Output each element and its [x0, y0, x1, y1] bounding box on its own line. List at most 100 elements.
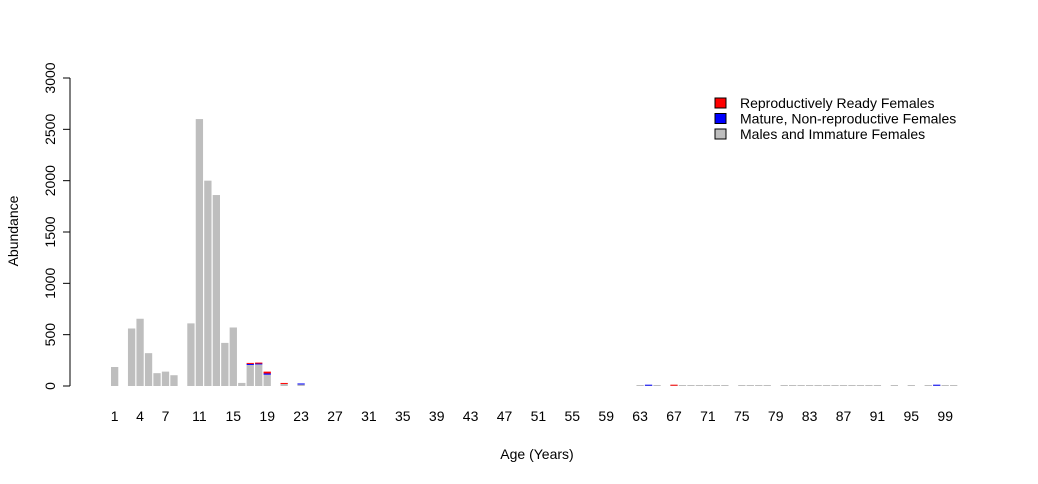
bar-segment: [195, 119, 204, 387]
bar-segment: [644, 384, 653, 386]
bar-segment: [950, 385, 958, 386]
bar-segment: [712, 385, 721, 386]
bar-segment: [746, 385, 754, 386]
bar-segment: [246, 362, 254, 364]
bar-segment: [814, 385, 822, 386]
bar-segment: [678, 385, 687, 386]
bar-segment: [255, 363, 263, 365]
x-tick-label: 83: [802, 408, 818, 424]
bar-segment: [136, 318, 144, 386]
legend-label: Mature, Non-reproductive Females: [740, 111, 956, 127]
y-axis-label: Abundance: [5, 195, 21, 266]
bar-segment: [941, 385, 949, 386]
bar-segment: [636, 385, 644, 386]
bar-segment: [111, 367, 119, 386]
x-tick-label: 71: [700, 408, 716, 424]
bar-segment: [704, 385, 712, 386]
legend-label: Reproductively Ready Females: [740, 95, 935, 111]
x-tick-label: 39: [429, 408, 445, 424]
x-tick-label: 99: [937, 408, 953, 424]
bar-segment: [933, 384, 941, 386]
bar-segment: [873, 385, 882, 386]
bar-segment: [797, 385, 805, 386]
bar-segment: [653, 385, 661, 386]
bar-segment: [687, 385, 695, 386]
bar-segment: [263, 374, 271, 386]
bar-segment: [297, 384, 305, 386]
x-tick-label: 59: [598, 408, 614, 424]
bar-segment: [246, 364, 254, 386]
bar-segment: [153, 373, 161, 386]
y-tick-label: 2000: [42, 165, 58, 196]
x-axis: 1 4 7 11 15 19 23 27 31 35 39 43 47 51 55 59 63 67 71 75 79 8…: [111, 408, 953, 424]
x-tick-label: 79: [768, 408, 784, 424]
y-tick-label: 3000: [42, 62, 58, 93]
x-tick-label: 95: [904, 408, 920, 424]
x-tick-label: 63: [632, 408, 648, 424]
legend-swatch: [714, 113, 727, 124]
bar-segment: [670, 384, 678, 386]
x-axis-label: Age (Years): [500, 446, 573, 462]
x-tick-label: 27: [327, 408, 343, 424]
legend-swatch: [714, 128, 727, 140]
y-axis: 0 500 1000 1500 2000 2500 3000: [42, 62, 71, 390]
x-tick-label: 1: [111, 408, 119, 424]
x-tick-label: 55: [565, 408, 581, 424]
bar-segment: [848, 385, 856, 386]
bar-segment: [755, 385, 763, 386]
bar-segment: [865, 385, 873, 386]
bar-segment: [238, 382, 246, 386]
bar-segment: [127, 328, 136, 386]
bar-segment: [721, 385, 729, 386]
y-tick-label: 1500: [42, 216, 58, 247]
bar-segment: [695, 385, 704, 386]
bar-segment: [856, 385, 865, 386]
bar-segment: [263, 371, 271, 374]
bar-segment: [212, 195, 220, 386]
bar-segment: [890, 385, 898, 386]
bar-segment: [144, 353, 153, 386]
x-tick-label: 23: [293, 408, 309, 424]
x-tick-label: 87: [836, 408, 852, 424]
x-tick-label: 43: [463, 408, 479, 424]
bar-segment: [255, 362, 263, 364]
y-tick-label: 1000: [42, 268, 58, 299]
bar-segment: [170, 375, 178, 386]
bar-segment: [780, 385, 788, 386]
legend-swatch: [714, 97, 727, 109]
y-tick-label: 500: [42, 323, 58, 347]
bar-segment: [839, 385, 848, 386]
x-tick-label: 4: [136, 408, 144, 424]
y-tick-label: 2500: [42, 114, 58, 145]
bar-segment: [805, 385, 814, 386]
bar-segment: [221, 342, 229, 386]
x-tick-label: 67: [666, 408, 682, 424]
x-tick-label: 7: [162, 408, 170, 424]
x-tick-label: 91: [870, 408, 886, 424]
legend-label: Males and Immature Females: [740, 126, 925, 142]
x-tick-label: 47: [497, 408, 513, 424]
bar-segment: [229, 327, 237, 386]
bar-segment: [907, 385, 915, 386]
bar-segment: [263, 373, 271, 375]
x-tick-label: 35: [395, 408, 411, 424]
bar-segment: [204, 180, 212, 386]
bar-segment: [161, 371, 170, 386]
x-tick-label: 19: [259, 408, 275, 424]
bar-segment: [924, 385, 932, 386]
bar-segment: [297, 383, 305, 385]
x-tick-label: 11: [192, 408, 207, 424]
bar-segment: [187, 323, 195, 386]
bar-segment: [280, 382, 288, 384]
bar-segment: [831, 385, 839, 386]
bar-segment: [738, 385, 746, 386]
bar-segment: [280, 383, 288, 386]
bar-segment: [763, 385, 771, 386]
x-tick-label: 51: [531, 408, 547, 424]
bar-segment: [246, 363, 254, 365]
bar-segment: [822, 385, 831, 386]
x-tick-label: 31: [361, 408, 377, 424]
x-tick-label: 15: [226, 408, 242, 424]
